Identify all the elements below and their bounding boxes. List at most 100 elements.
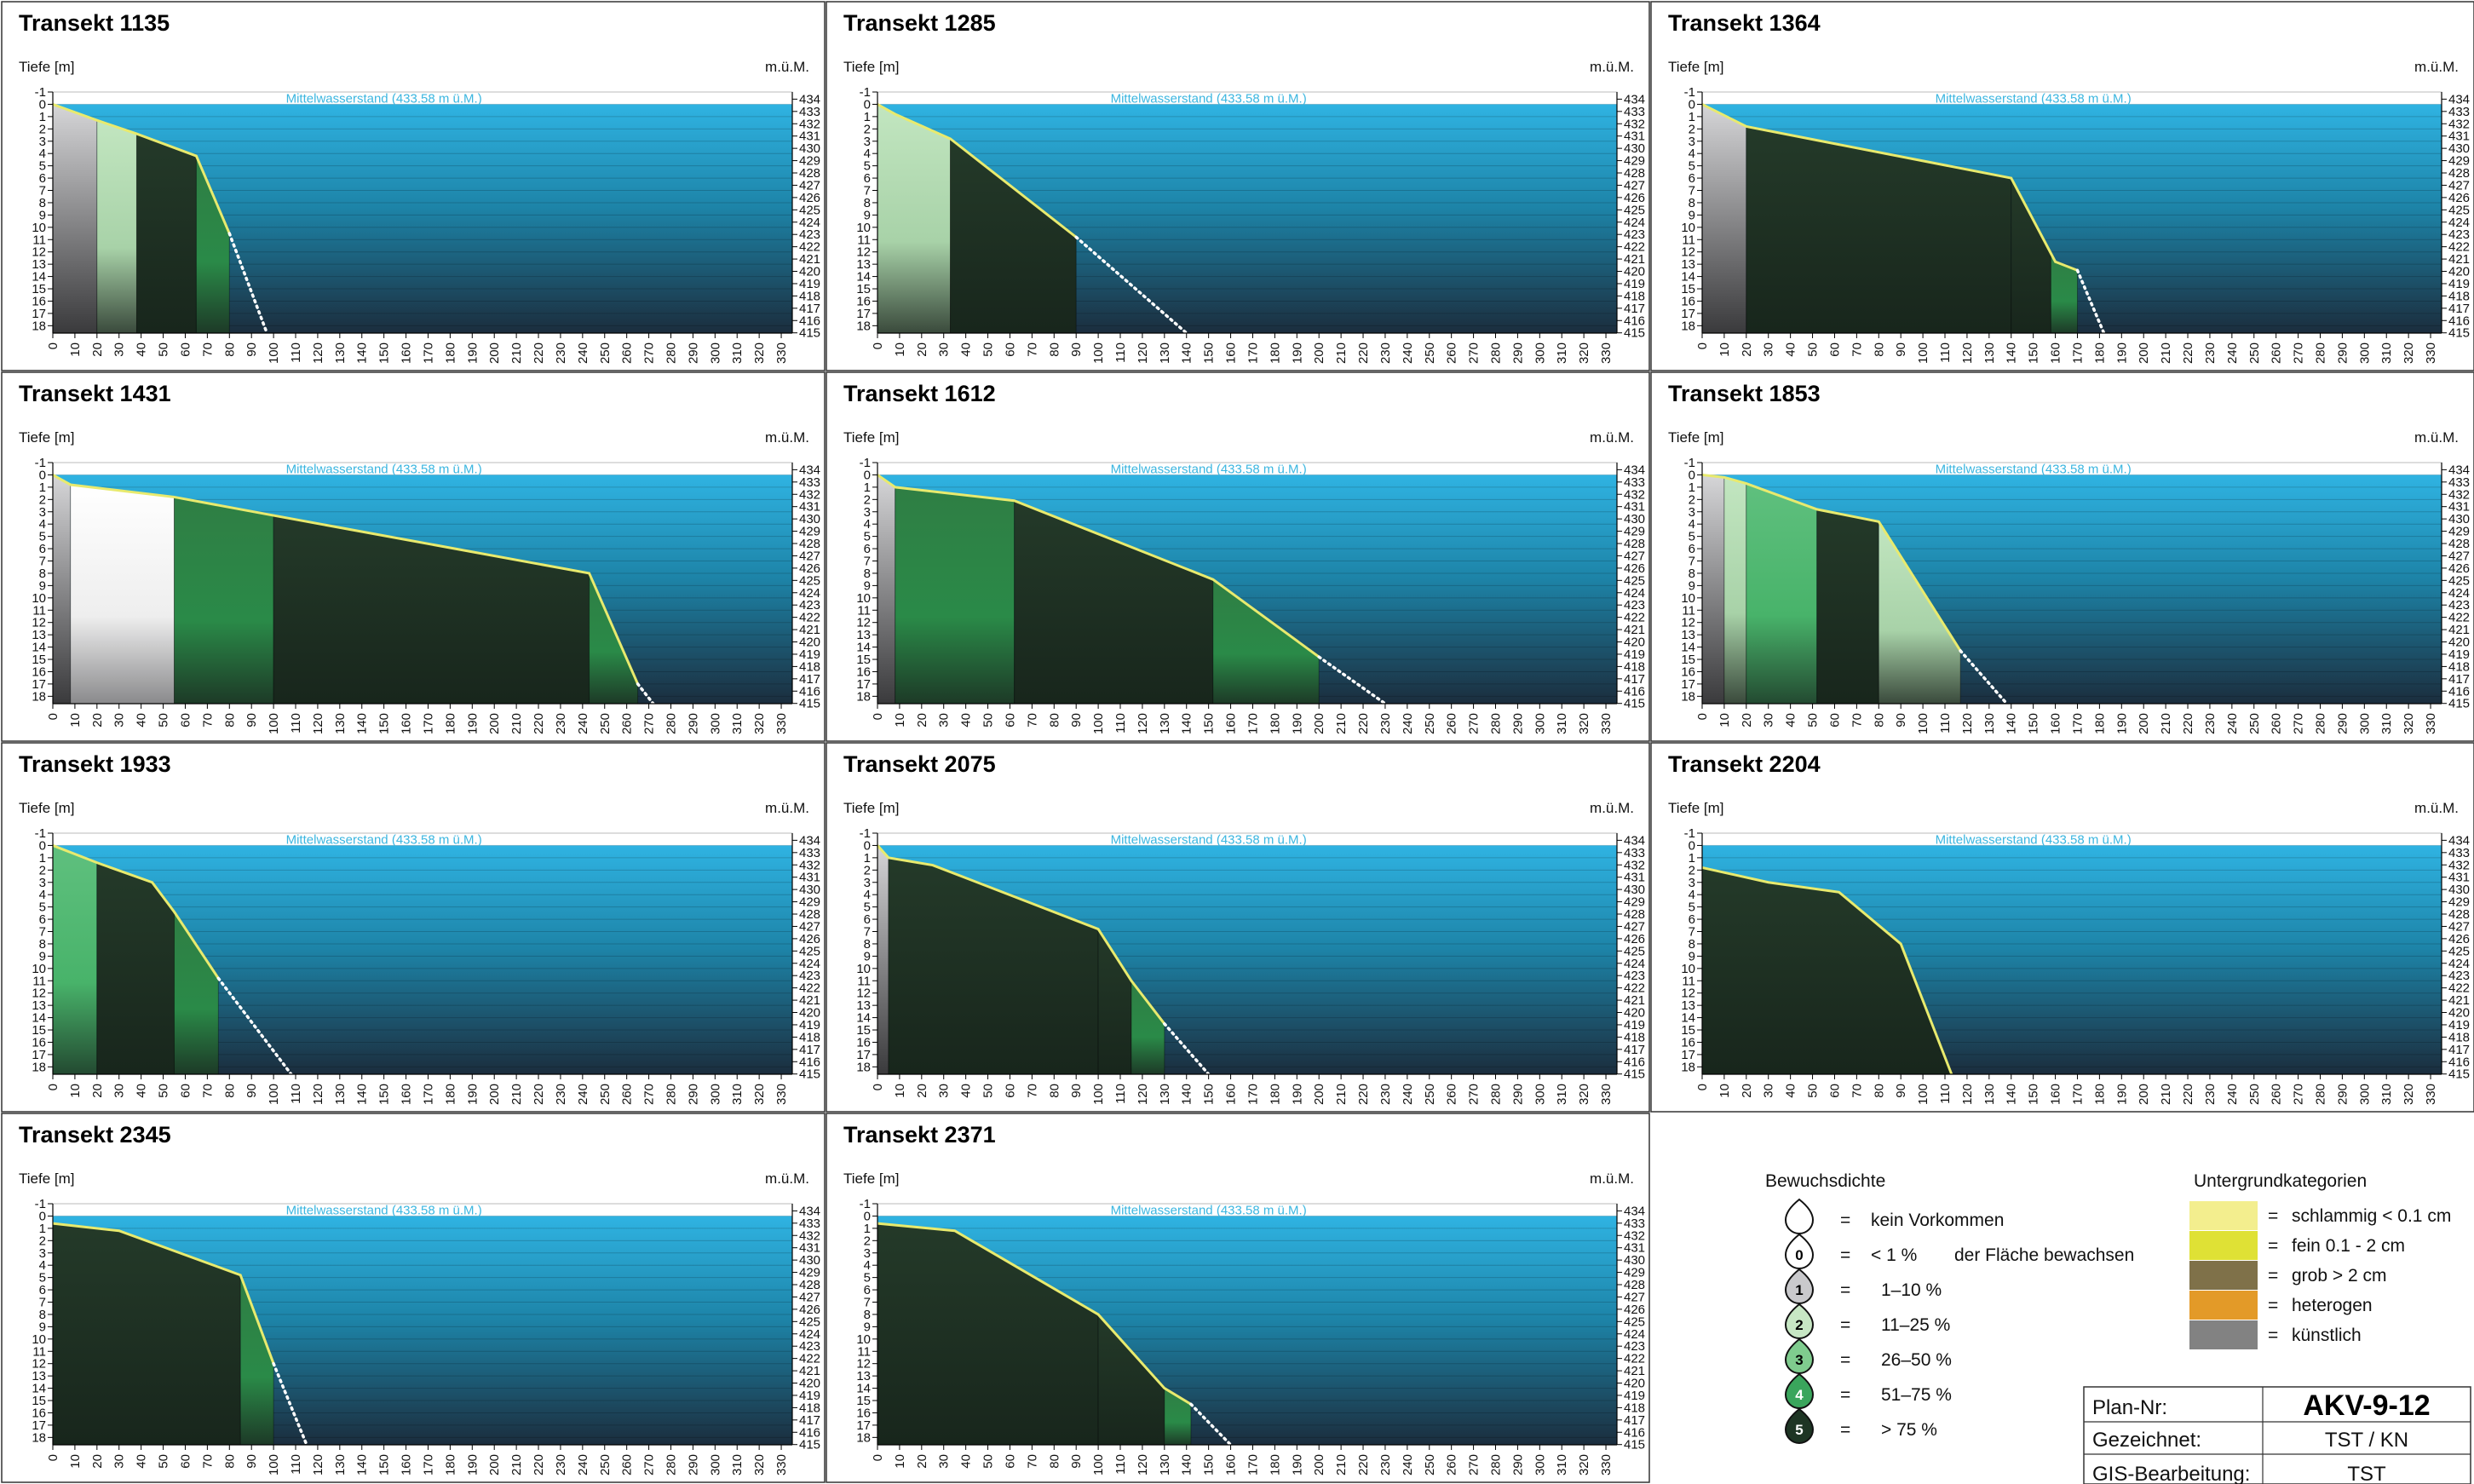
- depth-tick-label: 3: [39, 876, 46, 890]
- elevation-tick-label: 434: [799, 1204, 820, 1218]
- distance-tick-label: 190: [1290, 342, 1304, 364]
- elevation-tick-label: 429: [1624, 525, 1645, 539]
- distance-tick-label: 60: [1003, 342, 1017, 357]
- elevation-tick-label: 422: [799, 240, 820, 255]
- distance-tick-label: 250: [2247, 713, 2262, 734]
- depth-tick-label: 13: [1681, 628, 1695, 642]
- density-equals: =: [1840, 1315, 1850, 1335]
- distance-tick-label: 310: [2379, 713, 2394, 734]
- depth-tick-label: 13: [856, 998, 871, 1013]
- plan-number-value: AKV-9-12: [2303, 1389, 2430, 1422]
- ground-swatch: [2189, 1320, 2258, 1349]
- distance-tick-label: 320: [752, 1084, 767, 1105]
- distance-tick-label: 220: [1356, 713, 1371, 734]
- elevation-tick-label: 418: [1624, 1401, 1645, 1415]
- distance-tick-label: 330: [774, 1084, 789, 1105]
- elevation-tick-label: 423: [799, 969, 820, 983]
- depth-tick-label: 12: [32, 245, 46, 260]
- transect-title: Transekt 1285: [843, 10, 996, 36]
- distance-tick-label: 10: [68, 1084, 83, 1098]
- depth-tick-label: -1: [860, 456, 871, 470]
- elevation-tick-label: 421: [2448, 993, 2470, 1008]
- distance-tick-label: 170: [1246, 1084, 1260, 1105]
- distance-tick-label: 320: [752, 713, 767, 734]
- elevation-tick-label: 433: [799, 1217, 820, 1231]
- distance-tick-label: 110: [1938, 1084, 1953, 1104]
- depth-tick-label: 8: [1689, 937, 1695, 952]
- ground-swatch: [2189, 1231, 2258, 1260]
- depth-tick-label: 14: [32, 1382, 46, 1396]
- elevation-tick-label: 416: [1624, 1055, 1645, 1069]
- elevation-tick-label: 430: [799, 512, 820, 526]
- depth-tick-label: 4: [39, 1258, 46, 1273]
- distance-tick-label: 70: [1025, 1454, 1039, 1469]
- distance-tick-label: 310: [1555, 342, 1569, 364]
- distance-tick-label: 130: [1158, 1084, 1172, 1105]
- elevation-tick-label: 424: [799, 957, 820, 971]
- elevation-tick-label: 434: [799, 92, 820, 106]
- distance-tick-label: 310: [1555, 713, 1569, 734]
- depth-tick-label: 2: [1689, 863, 1695, 877]
- distance-tick-label: 190: [465, 1084, 480, 1105]
- depth-tick-label: 6: [39, 171, 46, 186]
- depth-tick-label: 3: [864, 505, 871, 520]
- depth-tick-label: 16: [32, 1035, 46, 1050]
- distance-tick-label: 150: [1202, 1084, 1217, 1105]
- distance-tick-label: 80: [1047, 1454, 1062, 1469]
- distance-tick-label: 110: [289, 342, 303, 363]
- elevation-tick-label: 431: [799, 1241, 820, 1256]
- transect-panel: Transekt 2371 Tiefe [m] m.ü.M. Mittelwasser…: [826, 1113, 1650, 1483]
- elevation-tick-label: 420: [1624, 1006, 1645, 1021]
- depth-tick-label: 3: [39, 505, 46, 520]
- depth-tick-label: 12: [856, 245, 871, 260]
- elevation-tick-label: 426: [2448, 932, 2470, 946]
- distance-tick-label: 160: [2049, 342, 2063, 364]
- distance-tick-label: 30: [937, 1454, 952, 1469]
- distance-tick-label: 130: [333, 342, 348, 364]
- distance-tick-label: 300: [1533, 1454, 1547, 1475]
- elevation-tick-label: 433: [799, 475, 820, 490]
- distance-tick-label: 90: [1069, 713, 1084, 728]
- ground-swatch: [2189, 1291, 2258, 1320]
- depth-tick-label: 6: [39, 542, 46, 556]
- depth-axis-label: Tiefe [m]: [843, 59, 900, 75]
- depth-tick-label: 7: [864, 184, 871, 198]
- elevation-tick-label: 432: [799, 117, 820, 131]
- elevation-tick-label: 425: [2448, 944, 2470, 958]
- elevation-tick-label: 434: [2448, 92, 2470, 106]
- elevation-tick-label: 433: [799, 846, 820, 860]
- elevation-tick-label: 429: [2448, 525, 2470, 539]
- distance-tick-label: 90: [1069, 1084, 1084, 1098]
- depth-tick-label: 9: [864, 1320, 871, 1334]
- elevation-tick-label: 425: [1624, 573, 1645, 588]
- depth-tick-label: 13: [32, 257, 46, 272]
- density-equals: =: [1840, 1350, 1850, 1370]
- distance-tick-label: 50: [981, 1084, 996, 1098]
- depth-tick-label: 12: [32, 986, 46, 1001]
- distance-tick-label: 10: [893, 1084, 907, 1098]
- density-legend-note: der Fläche bewachsen: [1954, 1245, 2134, 1265]
- distance-tick-label: 60: [1003, 1084, 1017, 1098]
- distance-tick-label: 320: [1577, 1454, 1591, 1475]
- elevation-tick-label: 416: [2448, 1055, 2470, 1069]
- elevation-tick-label: 426: [2448, 561, 2470, 576]
- elevation-tick-label: 417: [799, 302, 820, 316]
- distance-tick-label: 240: [2225, 713, 2240, 734]
- depth-tick-label: 3: [1689, 876, 1695, 890]
- distance-tick-label: 220: [1356, 1454, 1371, 1475]
- elevation-tick-label: 431: [1624, 871, 1645, 885]
- depth-tick-label: 16: [856, 664, 871, 679]
- depth-tick-label: 1: [1689, 110, 1695, 124]
- distance-tick-label: 30: [937, 342, 952, 357]
- depth-tick-label: 18: [856, 1430, 871, 1445]
- depth-tick-label: 16: [1681, 294, 1695, 308]
- depth-tick-label: 9: [864, 578, 871, 593]
- depth-tick-label: 15: [856, 653, 871, 667]
- depth-tick-label: 14: [856, 641, 871, 655]
- depth-tick-label: 17: [856, 677, 871, 692]
- depth-tick-label: 7: [1689, 555, 1695, 569]
- distance-tick-label: 300: [708, 342, 722, 364]
- distance-tick-label: 90: [245, 1454, 259, 1469]
- elevation-tick-label: 431: [2448, 500, 2470, 515]
- distance-tick-label: 210: [1334, 713, 1349, 734]
